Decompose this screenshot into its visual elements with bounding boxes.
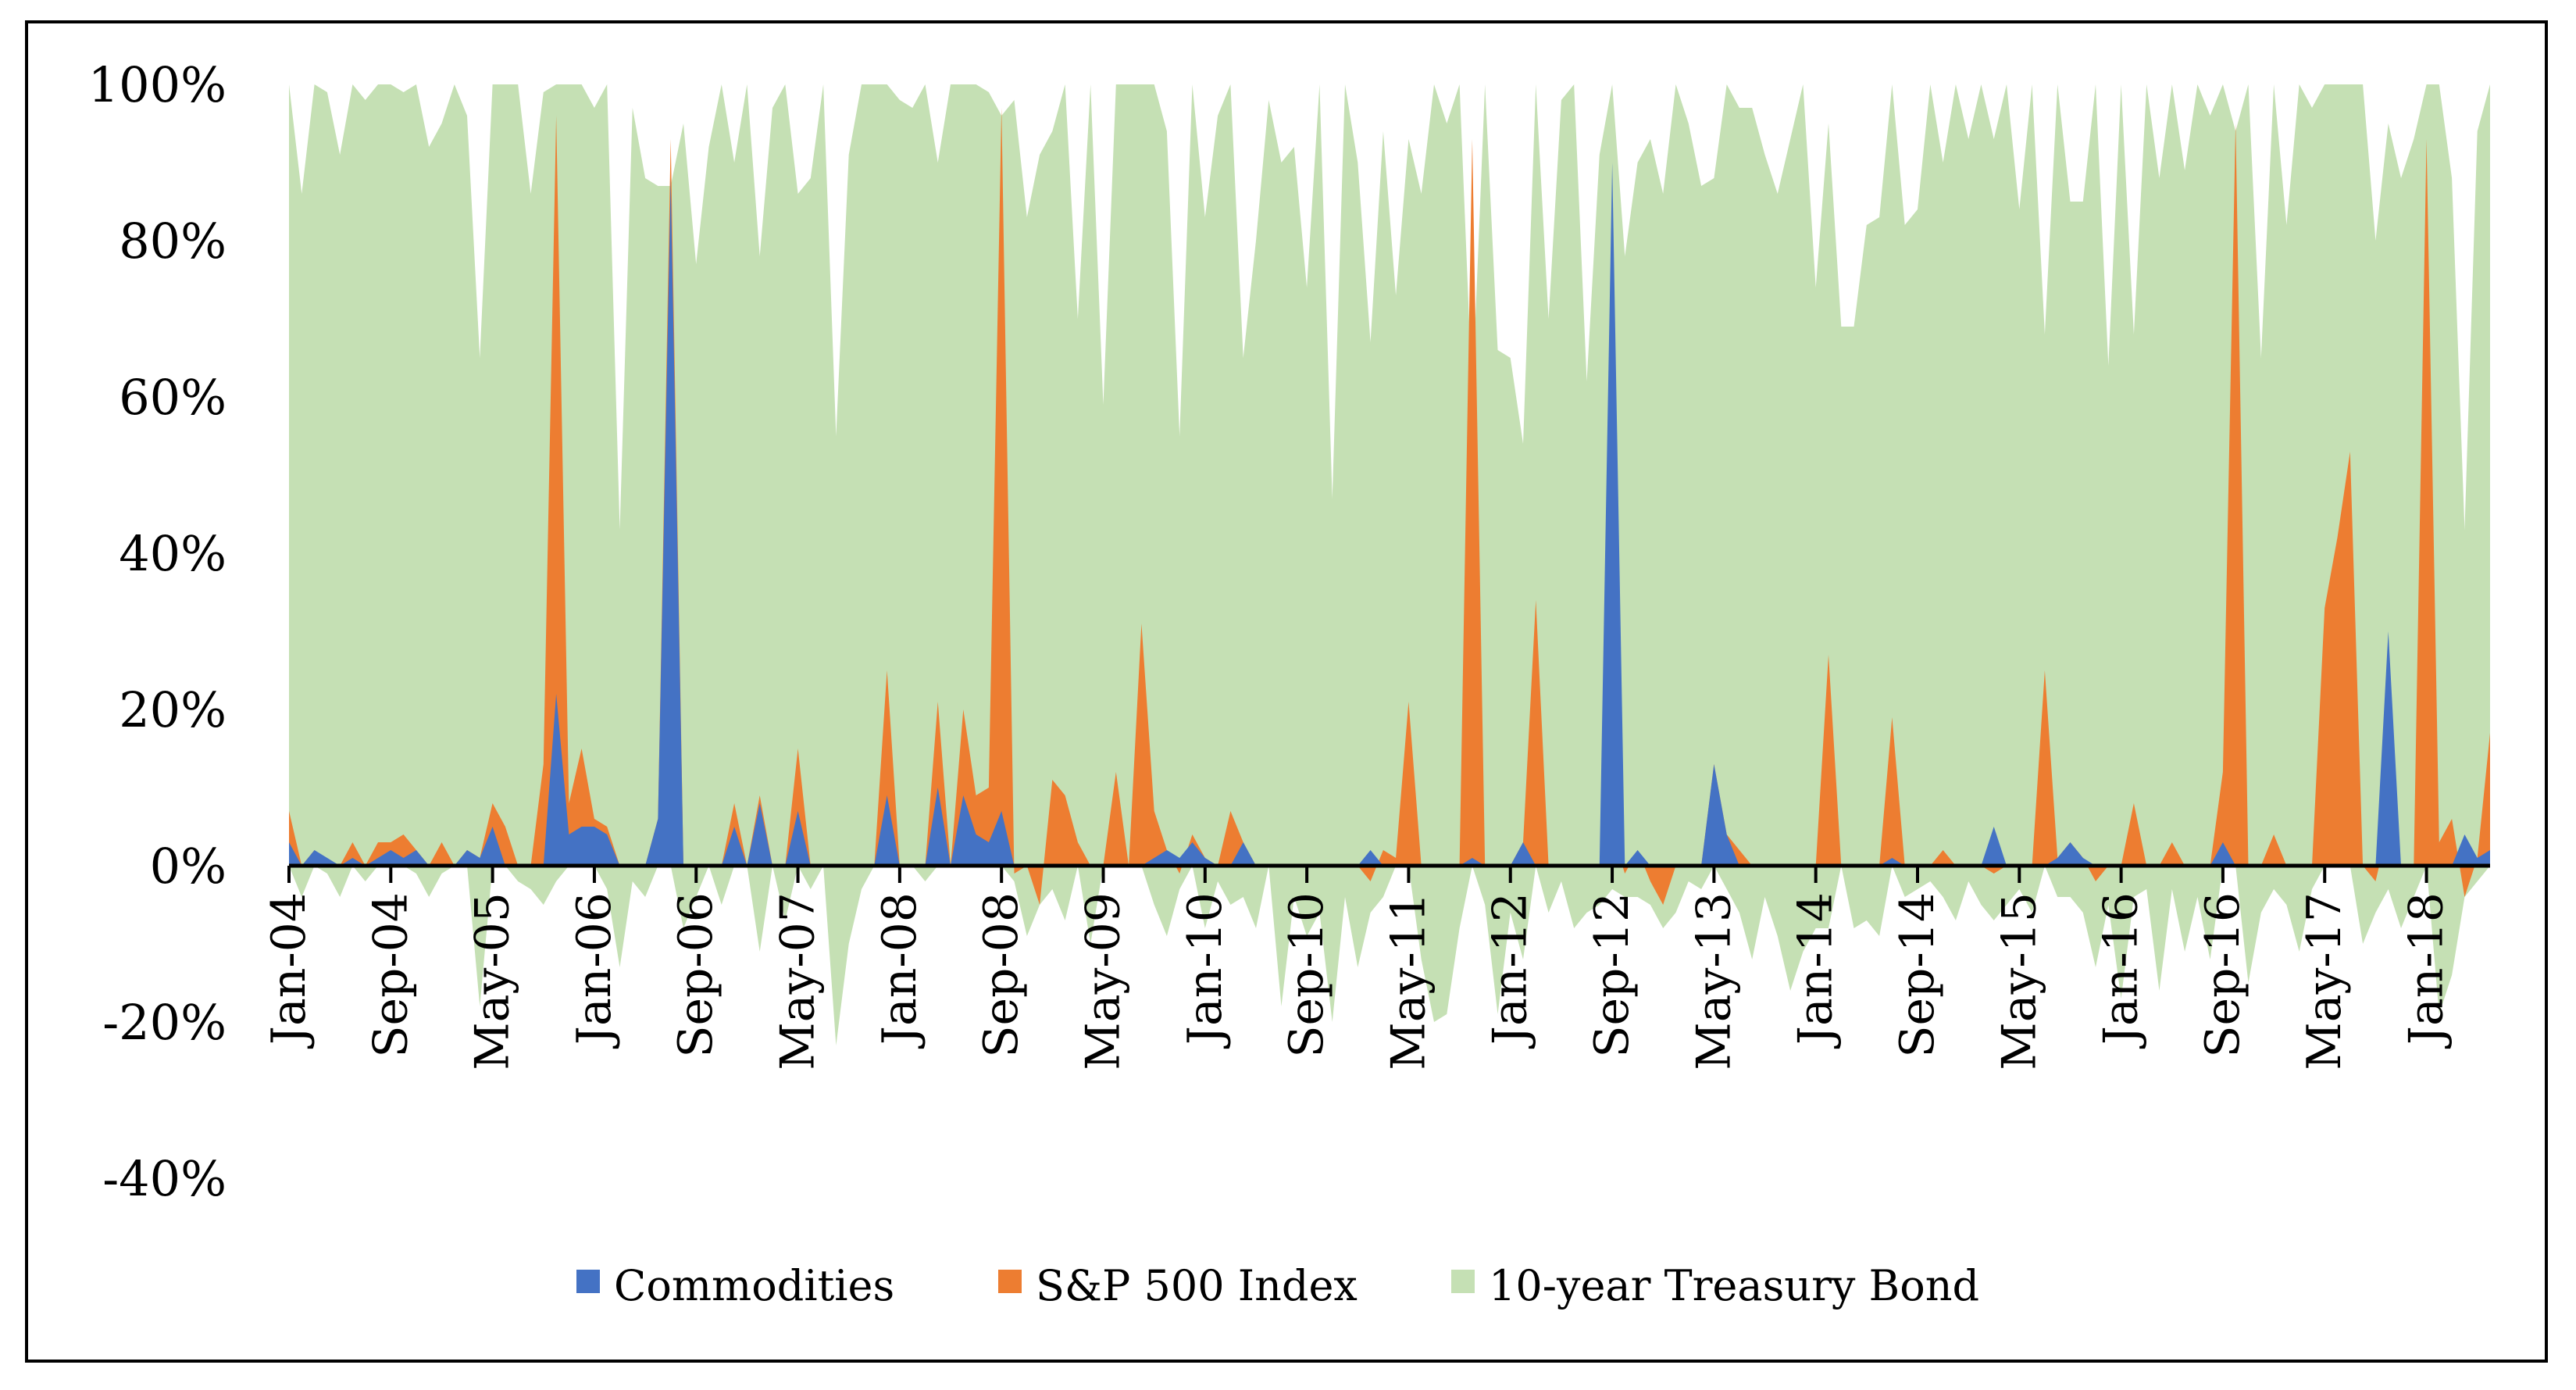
x-tick-label: Sep-12 <box>1585 892 1639 1058</box>
legend-item-commodities: Commodities <box>576 1261 894 1310</box>
area-layer <box>289 84 2490 1045</box>
y-tick-label: -20% <box>102 994 227 1051</box>
x-tick-label: May-07 <box>771 892 826 1070</box>
x-tick-label: May-11 <box>1381 892 1436 1070</box>
x-tick-label: Jan-12 <box>1483 892 1538 1049</box>
legend-item-sp500: S&P 500 Index <box>998 1261 1358 1310</box>
y-tick-label: 0% <box>150 838 227 895</box>
x-tick-label: May-05 <box>466 892 520 1070</box>
legend-label: S&P 500 Index <box>1036 1261 1358 1310</box>
y-tick-label: 60% <box>119 369 227 426</box>
x-tick-label: Jan-18 <box>2399 892 2454 1049</box>
x-tick-label: Sep-14 <box>1890 892 1945 1058</box>
x-tick-label: May-13 <box>1686 892 1741 1070</box>
legend-label: 10-year Treasury Bond <box>1489 1261 1979 1310</box>
y-tick-label: 40% <box>119 525 227 582</box>
x-tick-label: May-17 <box>2297 892 2352 1070</box>
legend-swatch <box>1451 1270 1475 1293</box>
y-tick-label: 20% <box>119 681 227 738</box>
x-tick-label: Sep-16 <box>2196 892 2250 1058</box>
axis-layer: -40% -20% 0% 20% 40% 60% 80% 100% Jan-04 Sep-04 Ma… <box>88 56 2490 1207</box>
x-tick-label: Sep-06 <box>669 892 723 1058</box>
y-tick-label: 80% <box>119 213 227 270</box>
legend-label: Commodities <box>614 1261 894 1310</box>
legend-swatch <box>998 1270 1022 1293</box>
x-tick-label: Sep-08 <box>974 892 1029 1058</box>
series-area-treasury <box>289 84 2490 1045</box>
x-tick-label: Jan-14 <box>1789 892 1843 1049</box>
x-tick-label: Sep-10 <box>1279 892 1334 1058</box>
x-tick-label: Jan-06 <box>567 892 622 1049</box>
legend-item-treasury: 10-year Treasury Bond <box>1451 1261 1979 1310</box>
x-tick-label: May-15 <box>1992 892 2046 1070</box>
x-tick-label: Sep-04 <box>363 892 418 1058</box>
legend-swatch <box>576 1270 600 1293</box>
x-tick-label: Jan-16 <box>2094 892 2149 1049</box>
x-tick-label: May-09 <box>1076 892 1130 1070</box>
legend: Commodities S&P 500 Index 10-year Treasury… <box>576 1261 1979 1310</box>
x-tick-label: Jan-08 <box>872 892 927 1049</box>
x-tick-label: Jan-10 <box>1178 892 1233 1049</box>
y-tick-label: 100% <box>88 56 227 113</box>
x-tick-label: Jan-04 <box>262 892 316 1049</box>
y-tick-label: -40% <box>102 1150 227 1207</box>
